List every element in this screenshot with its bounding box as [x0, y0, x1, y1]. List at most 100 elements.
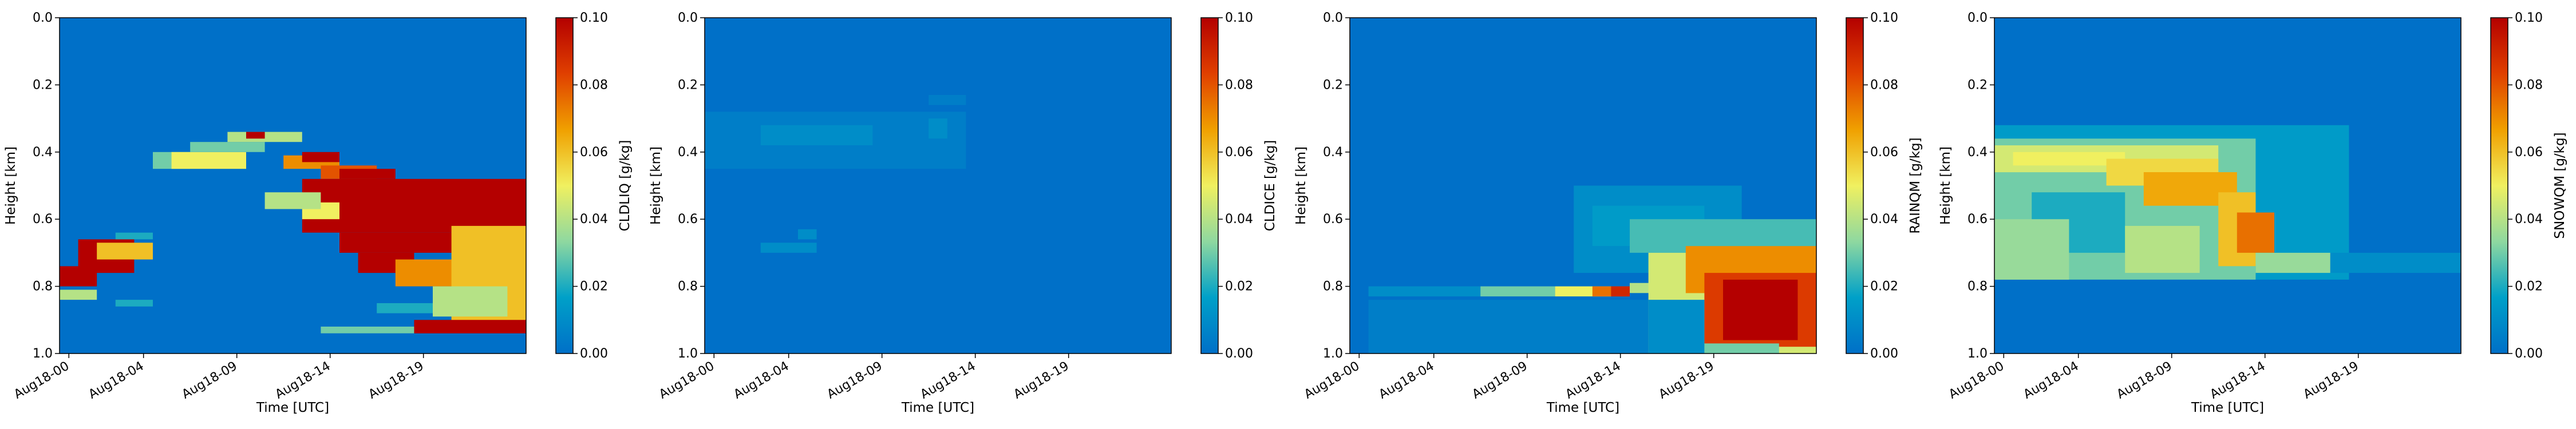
- colorbar-label: SNOWQM [g/kg]: [2553, 132, 2567, 239]
- x-axis-label: Time [UTC]: [2191, 400, 2264, 415]
- heatmap-cell: [929, 118, 947, 139]
- heatmap-cell: [433, 286, 508, 317]
- y-tick-label: 0.8: [1967, 280, 1988, 294]
- x-tick-label: Aug18-04: [1377, 359, 1437, 402]
- x-tick-label: Aug18-09: [825, 359, 885, 402]
- x-axis-label: Time [UTC]: [901, 400, 974, 415]
- x-axis-label: Time [UTC]: [1546, 400, 1619, 415]
- colorbar-tick-label: 0.04: [1225, 212, 1253, 227]
- colorbar-tick-label: 0.00: [1870, 347, 1898, 361]
- x-tick-label: Aug18-19: [1657, 359, 1717, 402]
- heatmap-cell: [1611, 286, 1630, 297]
- heatmap-cell: [246, 132, 265, 139]
- heatmap-cell: [115, 300, 153, 307]
- colorbar-tick-label: 0.06: [580, 145, 608, 160]
- colorbar-tick-label: 0.00: [2515, 347, 2543, 361]
- x-tick-label: Aug18-09: [1470, 359, 1530, 402]
- x-tick-label: Aug18-00: [1302, 359, 1362, 402]
- colorbar-tick-label: 0.04: [580, 212, 608, 227]
- y-tick-label: 0.4: [1323, 145, 1343, 160]
- y-tick-label: 1.0: [33, 347, 53, 361]
- heatmap-cell: [929, 95, 966, 105]
- panel-1: 0.0 0.2 0.4 0.6 0.8 1.0 Height [km] Aug18-00 Aug…: [3, 11, 633, 415]
- heatmap-cell: [2255, 252, 2330, 273]
- y-tick-label: 0.8: [33, 280, 53, 294]
- colorbar-tick-label: 0.08: [1870, 78, 1898, 92]
- x-tick-label: Aug18-19: [366, 359, 426, 402]
- y-axis-label: Height [km]: [1294, 146, 1309, 225]
- colorbar-tick-label: 0.02: [1225, 280, 1253, 294]
- colorbar-tick-label: 0.06: [1225, 145, 1253, 160]
- y-axis-label: Height [km]: [3, 146, 18, 225]
- y-axis-label: Height [km]: [1938, 146, 1953, 225]
- y-axis-label: Height [km]: [649, 146, 663, 225]
- y-tick-label: 1.0: [1323, 347, 1343, 361]
- heatmap-cell: [1368, 300, 1649, 353]
- x-tick-label: Aug18-00: [657, 359, 717, 402]
- colorbar-label: CLDICE [g/kg]: [1263, 140, 1278, 231]
- x-tick-label: Aug18-14: [2208, 359, 2268, 402]
- x-tick-label: Aug18-19: [2301, 359, 2361, 402]
- heatmap-cell: [115, 232, 153, 240]
- y-tick-label: 0.8: [678, 280, 698, 294]
- axes-frame: [1994, 17, 2462, 354]
- heatmap-cell: [97, 243, 153, 260]
- heatmap-cell: [1648, 300, 1705, 353]
- heatmap-cell: [321, 327, 414, 333]
- x-tick-label: Aug18-14: [1563, 359, 1623, 402]
- y-tick-label: 0.4: [1967, 145, 1988, 160]
- colorbar-label: RAINQM [g/kg]: [1908, 137, 1923, 233]
- x-tick-label: Aug18-09: [180, 359, 240, 402]
- heatmap-cell: [2330, 252, 2461, 273]
- heatmap-cell: [798, 229, 817, 240]
- colorbar-tick-label: 0.10: [2515, 11, 2543, 25]
- heatmap-cell: [264, 192, 321, 209]
- y-tick-label: 0.2: [678, 78, 698, 92]
- axes-frame: [59, 17, 527, 354]
- colorbar: [1200, 17, 1219, 354]
- heatmap-cell: [190, 142, 265, 152]
- heatmap-cell: [302, 152, 339, 162]
- y-tick-label: 1.0: [678, 347, 698, 361]
- colorbar-tick-label: 0.08: [2515, 78, 2543, 92]
- y-tick-label: 0.6: [1323, 212, 1343, 227]
- colorbar-tick-label: 0.00: [580, 347, 608, 361]
- colorbar-tick-label: 0.02: [1870, 280, 1898, 294]
- colorbar-tick-label: 0.08: [580, 78, 608, 92]
- x-tick-label: Aug18-00: [11, 359, 72, 402]
- heatmap-cell: [377, 303, 433, 313]
- colorbar: [555, 17, 574, 354]
- heatmap-cell: [2237, 212, 2274, 253]
- heatmap-cell: [414, 320, 526, 333]
- y-tick-label: 0.2: [1323, 78, 1343, 92]
- y-tick-label: 0.6: [1967, 212, 1988, 227]
- colorbar: [1846, 17, 1864, 354]
- y-tick-label: 0.8: [1323, 280, 1343, 294]
- x-tick-label: Aug18-04: [732, 359, 792, 402]
- y-tick-label: 0.0: [678, 11, 698, 25]
- x-tick-label: Aug18-14: [273, 359, 333, 402]
- axes-frame: [1349, 17, 1817, 354]
- colorbar-tick-label: 0.02: [2515, 280, 2543, 294]
- panel-3: 0.0 0.2 0.4 0.6 0.8 1.0 Height [km] Aug18-00 Aug…: [1294, 11, 1923, 415]
- y-tick-label: 0.2: [1967, 78, 1988, 92]
- heatmap-cell: [2125, 225, 2200, 273]
- heatmap-cell: [1480, 286, 1555, 297]
- colorbar-tick-label: 0.10: [1870, 11, 1898, 25]
- y-tick-label: 0.0: [33, 11, 53, 25]
- colorbar-tick-label: 0.04: [1870, 212, 1898, 227]
- x-tick-label: Aug18-04: [2021, 359, 2081, 402]
- y-tick-label: 0.2: [33, 78, 53, 92]
- heatmap-cell: [1723, 279, 1798, 340]
- panel-4: 0.0 0.2 0.4 0.6 0.8 1.0 Height [km] Aug18-00 Aug…: [1938, 11, 2567, 415]
- heatmap-cell: [171, 152, 246, 169]
- heatmap-cell: [1368, 286, 1481, 297]
- heatmap-background: [705, 18, 1171, 353]
- y-tick-label: 0.0: [1967, 11, 1988, 25]
- y-tick-label: 0.6: [678, 212, 698, 227]
- heatmap-cell: [339, 169, 396, 179]
- colorbar-tick-label: 0.00: [1225, 347, 1253, 361]
- colorbar-tick-label: 0.10: [580, 11, 608, 25]
- x-tick-label: Aug18-09: [2115, 359, 2175, 402]
- y-tick-label: 0.4: [678, 145, 698, 160]
